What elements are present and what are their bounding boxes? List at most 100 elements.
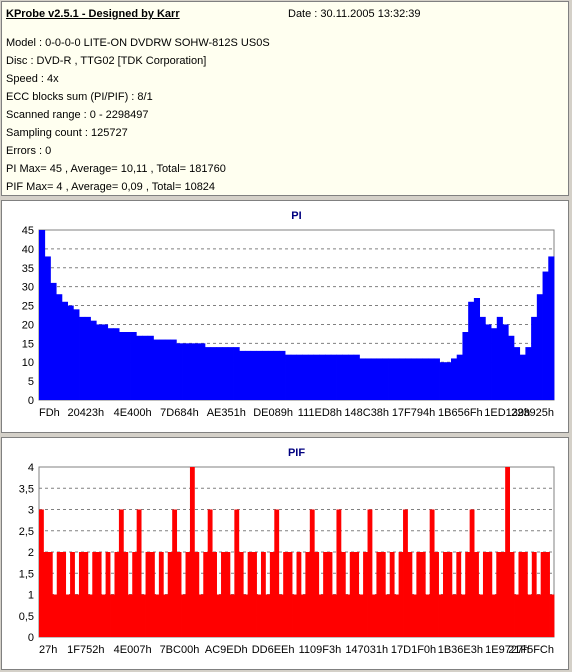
pi-bar bbox=[399, 358, 406, 400]
pi-xtick-label: 7D684h bbox=[160, 407, 199, 419]
pif-bar bbox=[509, 552, 515, 637]
pi-xtick-label: 148C38h bbox=[344, 407, 389, 419]
pi-bar bbox=[182, 343, 189, 400]
pi-bar bbox=[176, 343, 183, 400]
pi-bar bbox=[79, 316, 86, 400]
pif-bar bbox=[456, 552, 462, 637]
pi-bar bbox=[250, 350, 257, 400]
pif-chart-title: PIF bbox=[288, 447, 305, 459]
pif-bar bbox=[47, 552, 53, 637]
pif-bar bbox=[314, 552, 320, 637]
pif-bar bbox=[411, 594, 417, 637]
pi-bar bbox=[376, 358, 383, 400]
pi-xtick-label: 223925h bbox=[511, 407, 554, 419]
pif-bar bbox=[260, 552, 266, 637]
pif-bar bbox=[451, 594, 457, 637]
pif-bar bbox=[252, 552, 257, 637]
pi-summary-line: PI Max= 45 , Average= 10,11 , Total= 181… bbox=[6, 163, 226, 175]
pi-bar bbox=[456, 354, 463, 400]
pi-xtick-label: 1ED139h bbox=[484, 407, 530, 419]
pi-bar bbox=[342, 354, 349, 400]
pif-bar bbox=[438, 594, 444, 637]
app-title: KProbe v2.5.1 - Designed by Karr bbox=[6, 8, 180, 20]
pif-bar bbox=[221, 552, 226, 637]
pif-bar bbox=[336, 509, 342, 637]
pif-bar bbox=[243, 594, 249, 637]
pi-bar bbox=[136, 335, 143, 400]
pif-bar bbox=[407, 552, 413, 637]
pi-bar bbox=[245, 350, 252, 400]
pi-bar bbox=[119, 332, 126, 400]
pif-bar bbox=[225, 552, 231, 637]
pi-bar bbox=[101, 324, 109, 400]
pif-xtick-label: AC9EDh bbox=[205, 644, 248, 656]
pif-ytick-label: 2,5 bbox=[19, 526, 34, 538]
pi-bar bbox=[210, 347, 217, 400]
pi-ytick-label: 45 bbox=[22, 225, 34, 237]
model-line: Model : 0-0-0-0 LITE-ON DVDRW SOHW-812S … bbox=[6, 37, 270, 49]
pif-bar bbox=[296, 552, 302, 637]
pi-bar bbox=[187, 343, 194, 400]
pi-xtick-label: 111ED8h bbox=[298, 407, 342, 419]
pi-bar bbox=[222, 347, 229, 400]
pi-bar bbox=[147, 335, 154, 400]
pif-ytick-label: 1 bbox=[28, 590, 34, 602]
pif-bar bbox=[469, 509, 475, 637]
pi-bar bbox=[370, 358, 378, 400]
pi-bar bbox=[227, 347, 234, 400]
pi-xtick-label: AE351h bbox=[207, 407, 246, 419]
pif-bar bbox=[531, 552, 537, 637]
pi-bar bbox=[348, 354, 355, 400]
pif-bar bbox=[545, 552, 550, 637]
pif-xtick-label: 21F5FCh bbox=[508, 644, 554, 656]
pi-bar bbox=[233, 347, 240, 400]
pi-xtick-label: 1B656Fh bbox=[438, 407, 483, 419]
pif-bar bbox=[158, 552, 164, 637]
pif-xtick-label: 27h bbox=[39, 644, 57, 656]
range-line: Scanned range : 0 - 2298497 bbox=[6, 109, 149, 121]
sampling-line: Sampling count : 125727 bbox=[6, 127, 128, 139]
pif-bar bbox=[127, 594, 133, 637]
pif-bar bbox=[496, 552, 502, 637]
pif-bar bbox=[358, 594, 364, 637]
pif-bar bbox=[216, 594, 222, 637]
pi-ytick-label: 15 bbox=[22, 338, 34, 350]
pi-xtick-label: 20423h bbox=[67, 407, 104, 419]
pif-bar bbox=[376, 552, 382, 637]
pi-bar bbox=[113, 328, 120, 400]
pi-bar bbox=[405, 358, 412, 400]
pi-xtick-label: FDh bbox=[39, 407, 60, 419]
pi-bar bbox=[433, 358, 440, 400]
pi-bar bbox=[451, 358, 458, 400]
pif-ytick-label: 0 bbox=[28, 632, 34, 644]
pi-bar bbox=[422, 358, 429, 400]
pi-xtick-label: DE089h bbox=[253, 407, 293, 419]
pi-bar bbox=[473, 298, 481, 400]
pif-bar bbox=[141, 594, 146, 637]
pi-bar bbox=[536, 294, 543, 400]
pif-bar bbox=[56, 552, 62, 637]
pif-bar bbox=[163, 594, 169, 637]
pi-ytick-label: 35 bbox=[22, 263, 34, 275]
pif-bar bbox=[145, 552, 151, 637]
pif-bar bbox=[101, 594, 106, 637]
pi-bar bbox=[485, 324, 492, 400]
pi-bar bbox=[296, 354, 303, 400]
pif-xtick-label: 17D1F0h bbox=[391, 644, 436, 656]
pif-bar bbox=[549, 594, 555, 637]
pi-bar bbox=[542, 271, 549, 400]
pif-bar bbox=[447, 552, 453, 637]
pi-bar bbox=[336, 354, 343, 400]
pif-ytick-label: 2 bbox=[28, 547, 34, 559]
pif-bar bbox=[505, 467, 511, 637]
pi-bar bbox=[170, 339, 177, 400]
pif-bar bbox=[536, 594, 542, 637]
pi-bar bbox=[199, 343, 206, 400]
pi-bar bbox=[44, 256, 51, 400]
pi-bar bbox=[468, 301, 475, 400]
pif-bar bbox=[172, 509, 178, 637]
pi-bar bbox=[107, 328, 114, 400]
pif-bar bbox=[460, 594, 466, 637]
pif-bar bbox=[425, 594, 431, 637]
errors-line: Errors : 0 bbox=[6, 145, 52, 157]
